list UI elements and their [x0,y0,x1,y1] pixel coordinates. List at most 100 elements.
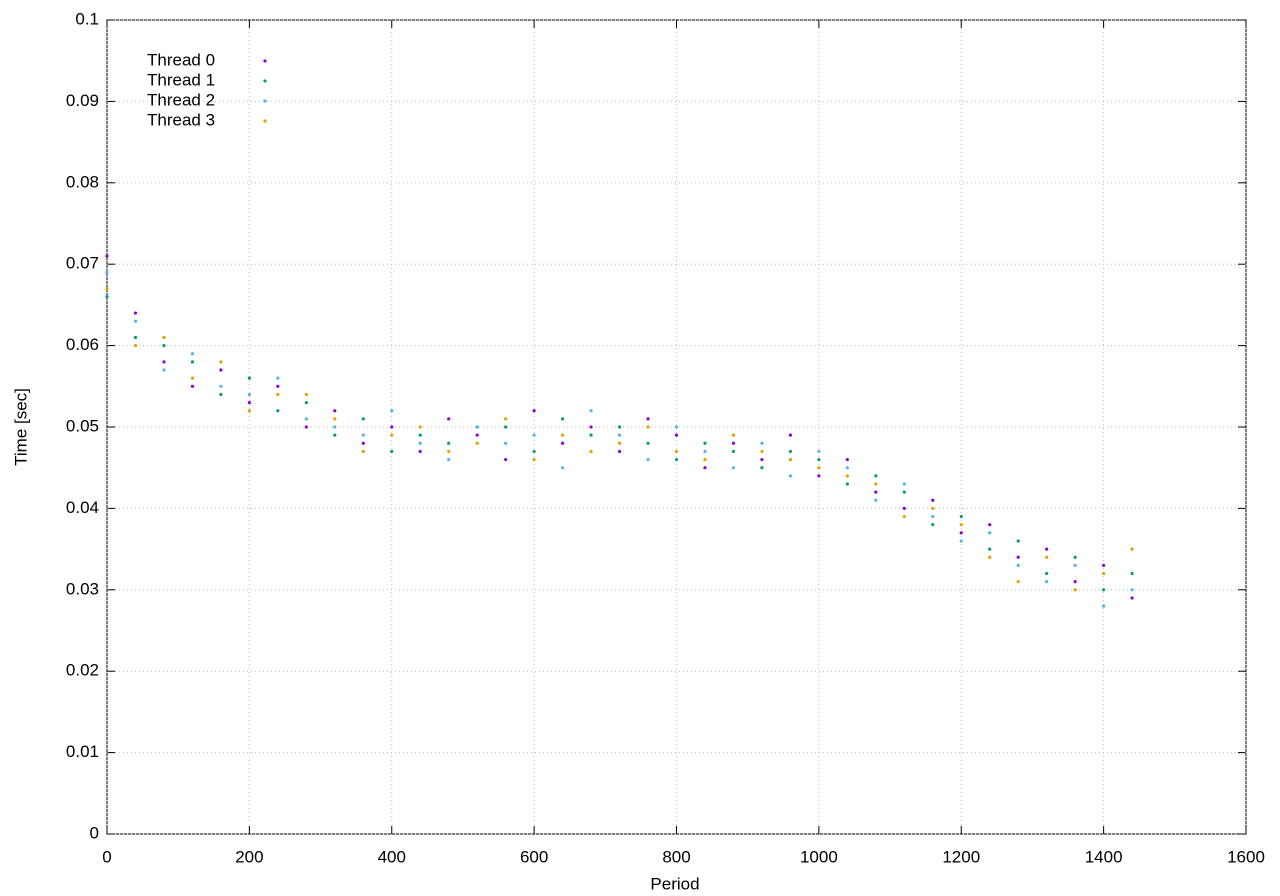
point [190,384,195,388]
point [902,514,906,519]
point [1045,547,1049,551]
y-tick-label: 0.07 [66,254,99,273]
point [1073,555,1077,559]
point [845,466,849,470]
point [902,490,906,494]
point [760,457,764,462]
point [504,457,508,462]
y-tick-label: 0.08 [66,172,99,191]
point [817,457,821,462]
point [646,425,650,429]
legend-label: Thread 3 [147,110,215,129]
point [390,409,394,413]
point [418,449,422,454]
point [788,474,793,478]
point [561,417,565,421]
point [561,433,565,437]
point [532,409,536,413]
point [447,417,451,421]
point [874,490,878,494]
point [703,457,707,462]
legend-label: Thread 0 [147,50,215,69]
point [902,482,906,486]
point [361,441,365,445]
point [931,498,935,502]
point [589,425,593,429]
point [219,368,223,372]
legend-marker [263,79,267,83]
point [447,441,451,445]
point [617,449,622,454]
point [788,449,793,454]
point [617,441,622,445]
point [162,335,166,340]
point [845,474,849,478]
point [447,457,451,462]
y-tick-label: 0.1 [75,9,99,28]
point [817,466,821,470]
point [333,425,337,429]
point [532,457,536,462]
point [247,392,251,397]
point [304,400,308,405]
point [361,433,365,437]
point [504,425,508,429]
point [304,425,308,429]
point [333,409,337,413]
point [133,344,138,348]
point [817,449,821,454]
point [333,417,337,421]
point [988,555,992,559]
point [931,523,935,527]
point [475,441,479,445]
point [390,425,394,429]
point [674,425,679,429]
point [731,433,736,437]
point [845,482,849,486]
point [162,360,166,364]
point [731,441,736,445]
legend-label: Thread 1 [147,70,215,89]
x-tick-label: 400 [378,847,406,866]
y-tick-label: 0.06 [66,335,99,354]
point [447,449,451,454]
y-axis-label: Time [sec] [11,388,30,466]
y-tick-label: 0.01 [66,742,99,761]
x-tick-label: 1600 [1227,847,1265,866]
point [959,539,963,543]
point [561,441,565,445]
point [760,449,764,454]
x-tick-label: 1200 [942,847,980,866]
point [133,311,138,315]
y-tick-label: 0.03 [66,579,99,598]
point [1016,580,1020,584]
point [105,270,109,274]
point [1045,571,1049,576]
point [874,498,878,502]
legend-label: Thread 2 [147,90,215,109]
point [190,376,195,380]
point [133,319,138,323]
y-tick-label: 0.09 [66,91,99,110]
point [1045,555,1049,559]
x-tick-label: 1400 [1085,847,1123,866]
point [674,449,679,454]
point [959,514,963,519]
point [219,384,223,388]
point [333,433,337,437]
point [190,360,195,364]
point [674,457,679,462]
point [247,400,251,405]
point [788,433,793,437]
point [105,295,109,299]
x-tick-label: 800 [662,847,690,866]
point [418,433,422,437]
point [276,376,280,380]
point [1102,588,1106,592]
point [988,547,992,551]
point [1102,571,1106,576]
point [1130,547,1134,551]
point [1130,571,1134,576]
point [504,417,508,421]
